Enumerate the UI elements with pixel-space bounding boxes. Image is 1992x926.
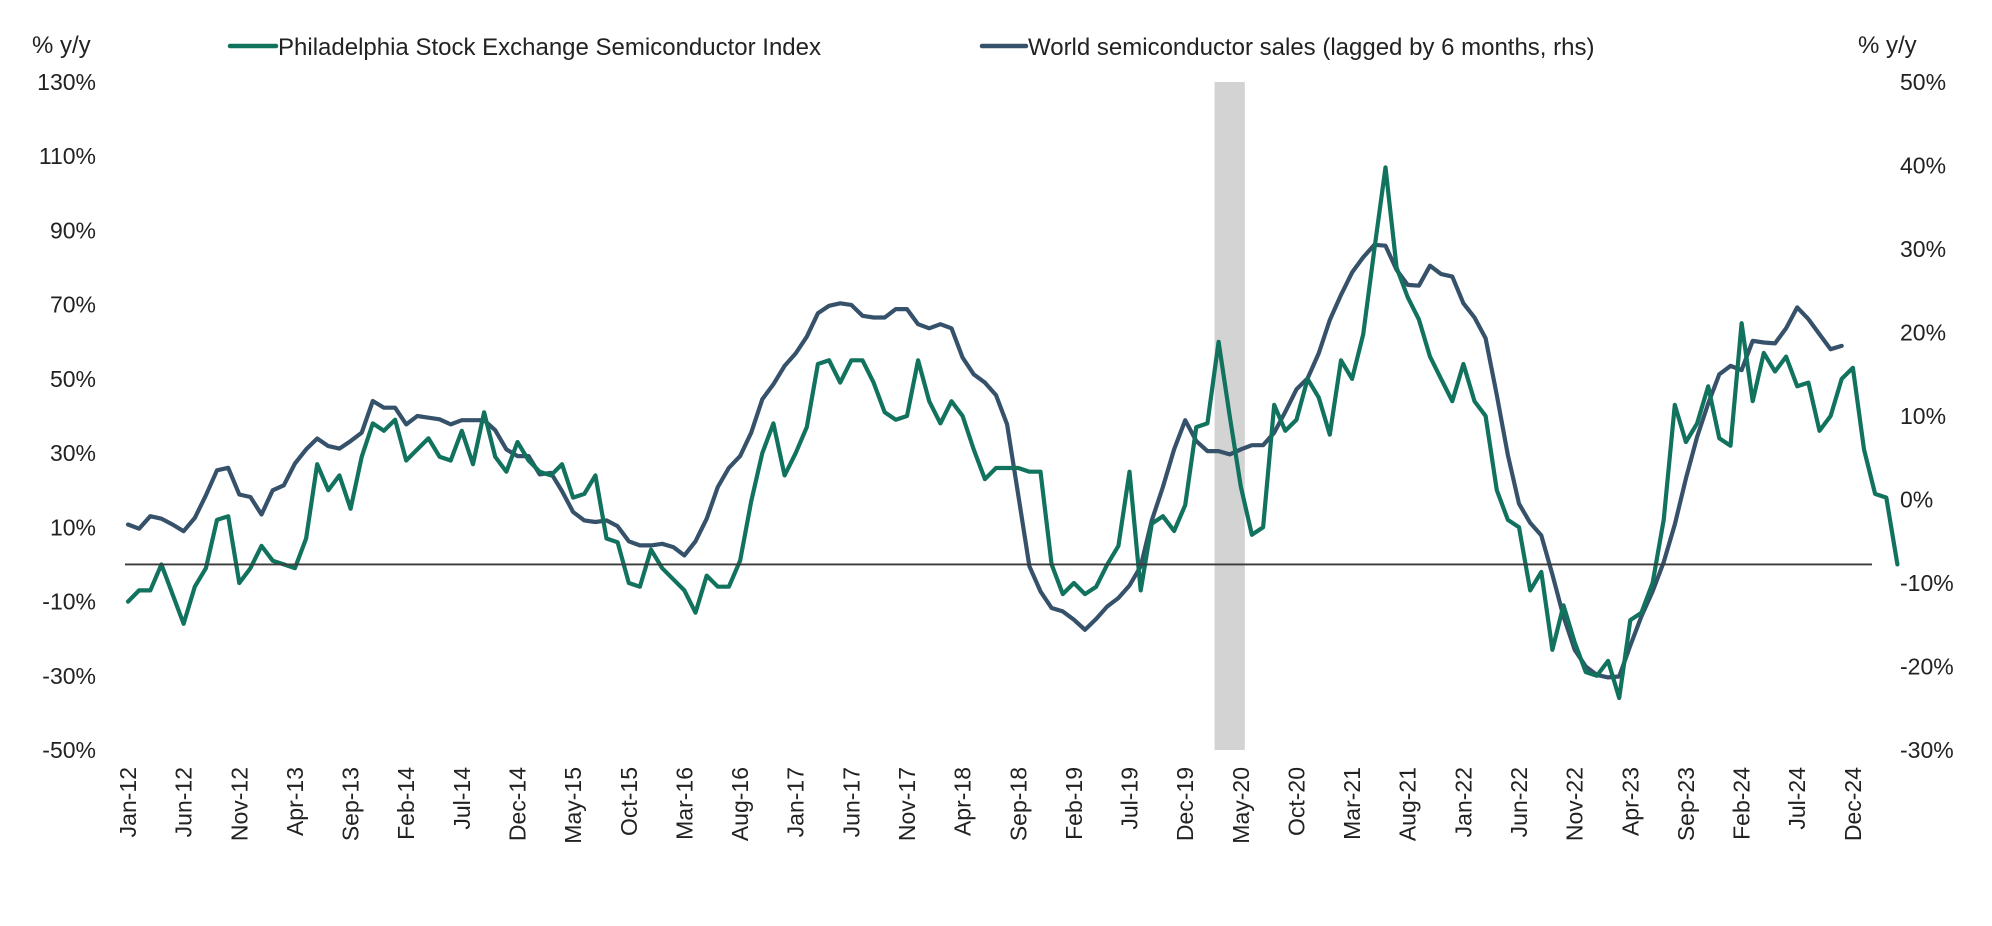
- x-axis-ticks: Jan-12 Jun-12 Nov-12 Apr-13 Sep-13 Feb-14 Jul-…: [115, 767, 1866, 844]
- left-tick-label: 10%: [50, 514, 96, 540]
- x-tick-label: Nov-12: [226, 767, 252, 841]
- legend-label-sales: World semiconductor sales (lagged by 6 m…: [1028, 34, 1594, 61]
- right-tick-label: -10%: [1900, 570, 1954, 596]
- legend-label-sox: Philadelphia Stock Exchange Semiconducto…: [278, 34, 821, 61]
- right-tick-label: 30%: [1900, 236, 1946, 262]
- left-tick-label: -50%: [42, 737, 96, 763]
- left-tick-label: -30%: [42, 663, 96, 689]
- x-tick-label: Jul-14: [449, 767, 475, 830]
- left-tick-label: 90%: [50, 217, 96, 243]
- x-tick-label: Aug-21: [1395, 767, 1421, 841]
- x-tick-label: Mar-21: [1339, 767, 1365, 840]
- x-tick-label: Jun-22: [1506, 767, 1532, 837]
- right-tick-label: 40%: [1900, 153, 1946, 179]
- x-tick-label: May-20: [1228, 767, 1254, 844]
- left-tick-label: 70%: [50, 292, 96, 318]
- x-tick-label: Sep-23: [1673, 767, 1699, 841]
- x-tick-label: Sep-18: [1005, 767, 1031, 841]
- x-tick-label: Nov-17: [894, 767, 920, 841]
- right-axis-ticks: 50% 40% 30% 20% 10% 0% -10% -20% -30%: [1900, 69, 1954, 763]
- series-line-world-sales: [125, 242, 1844, 680]
- x-tick-label: Sep-13: [338, 767, 364, 841]
- x-tick-label: Dec-24: [1840, 767, 1866, 841]
- x-tick-label: Jun-12: [171, 767, 197, 837]
- left-tick-label: 50%: [50, 366, 96, 392]
- x-tick-label: Jan-22: [1450, 767, 1476, 837]
- x-tick-label: Nov-22: [1562, 767, 1588, 841]
- x-tick-label: Feb-14: [393, 767, 419, 840]
- x-tick-label: Feb-19: [1061, 767, 1087, 840]
- series-layer: [125, 165, 1900, 701]
- x-tick-label: Oct-20: [1283, 767, 1309, 836]
- right-tick-label: 50%: [1900, 69, 1946, 95]
- x-tick-label: Jan-12: [115, 767, 141, 837]
- x-tick-label: Aug-16: [727, 767, 753, 841]
- legend: Philadelphia Stock Exchange Semiconducto…: [227, 34, 1594, 61]
- x-tick-label: Oct-15: [616, 767, 642, 836]
- x-tick-label: Jul-24: [1784, 767, 1810, 830]
- series-line-sox-index: [125, 165, 1900, 701]
- x-tick-label: Dec-19: [1172, 767, 1198, 841]
- x-tick-label: Jul-19: [1117, 767, 1143, 830]
- left-tick-label: 110%: [39, 143, 96, 169]
- x-tick-label: Apr-18: [950, 767, 976, 836]
- x-tick-label: Jun-17: [838, 767, 864, 837]
- x-tick-label: Apr-13: [282, 767, 308, 836]
- left-tick-label: -10%: [42, 589, 96, 615]
- right-axis-title: % y/y: [1858, 32, 1917, 59]
- x-tick-label: May-15: [560, 767, 586, 844]
- x-tick-label: Feb-24: [1729, 767, 1755, 840]
- left-tick-label: 130%: [37, 69, 96, 95]
- left-axis-ticks: 130% 110% 90% 70% 50% 30% 10% -10% -30% -50%: [37, 69, 96, 763]
- x-tick-label: Jan-17: [783, 767, 809, 837]
- x-tick-label: Dec-14: [504, 767, 530, 841]
- right-tick-label: 20%: [1900, 320, 1946, 346]
- left-tick-label: 30%: [50, 440, 96, 466]
- right-tick-label: -20%: [1900, 654, 1954, 680]
- right-tick-label: 10%: [1900, 403, 1946, 429]
- right-tick-label: -30%: [1900, 737, 1954, 763]
- x-tick-label: Apr-23: [1617, 767, 1643, 836]
- right-tick-label: 0%: [1900, 487, 1933, 513]
- x-tick-label: Mar-16: [671, 767, 697, 840]
- left-axis-title: % y/y: [32, 32, 91, 59]
